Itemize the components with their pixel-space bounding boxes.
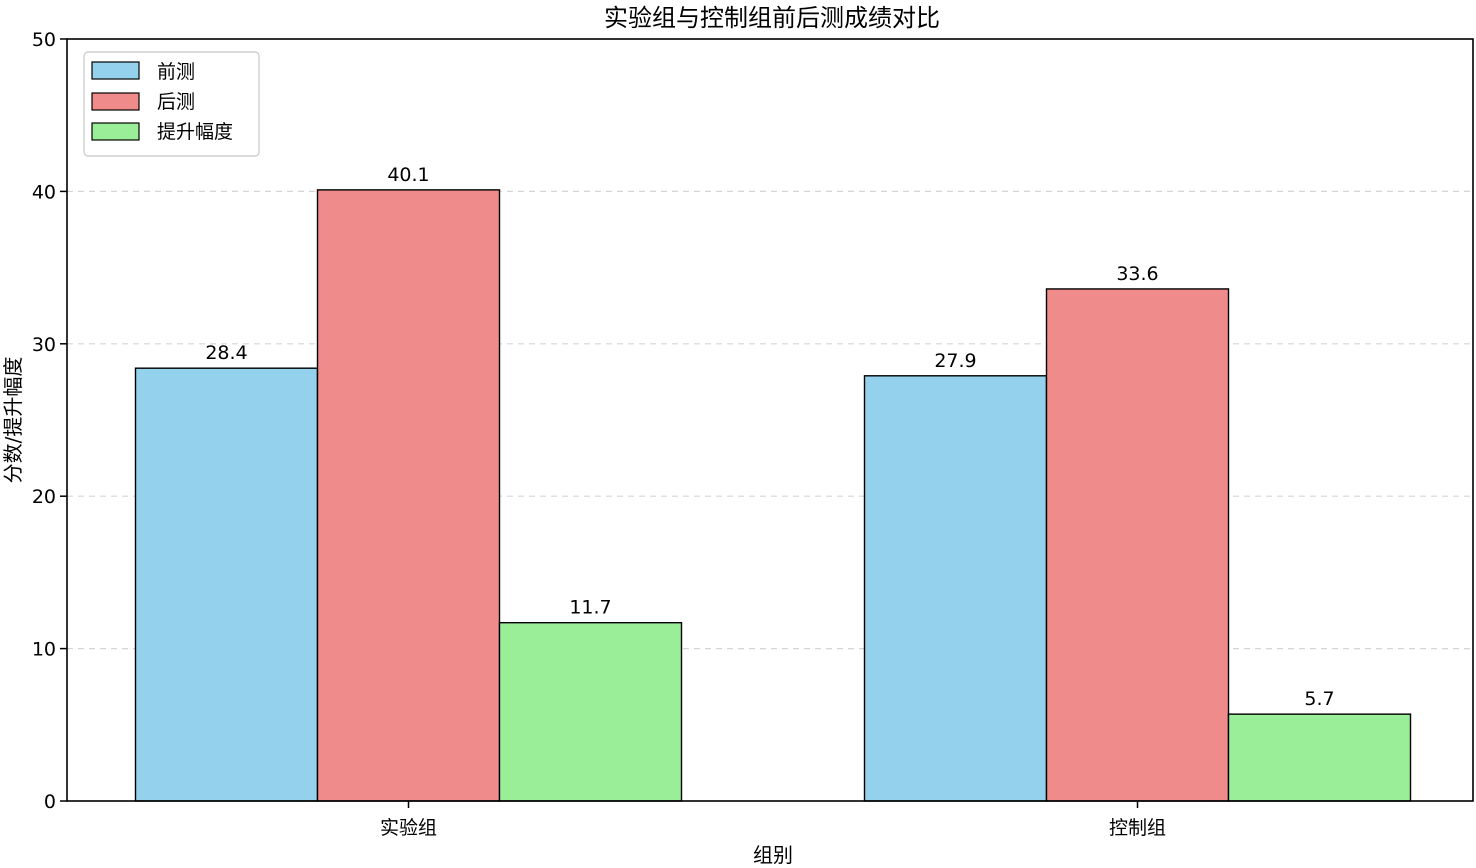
legend-label-posttest: 后测 <box>157 91 195 113</box>
data-labels: 28.4 27.9 40.1 33.6 11.7 5.7 <box>205 164 1334 710</box>
y-axis-label: 分数/提升幅度 <box>1 357 25 484</box>
y-tick-label: 10 <box>32 639 56 661</box>
bar-improvement-experimental <box>498 621 683 802</box>
y-tick-label: 30 <box>32 334 56 356</box>
bar-improvement-control <box>1227 713 1412 802</box>
bar-pretest-experimental <box>134 367 319 802</box>
bars <box>134 189 1412 802</box>
data-label: 28.4 <box>205 342 247 364</box>
y-tick-label: 40 <box>32 181 56 203</box>
legend-swatch-pretest <box>91 61 140 80</box>
chart-title: 实验组与控制组前后测成绩对比 <box>604 4 940 32</box>
x-tick-label: 实验组 <box>380 817 437 839</box>
plot-frame <box>66 38 1474 802</box>
x-tick-label: 控制组 <box>1109 817 1166 839</box>
x-axis-label: 组别 <box>753 843 793 867</box>
legend-label-pretest: 前测 <box>157 61 195 83</box>
x-axis: 实验组 控制组 <box>380 801 1166 839</box>
data-label: 40.1 <box>387 164 429 186</box>
y-tick-label: 50 <box>32 29 56 51</box>
data-label: 27.9 <box>934 350 976 372</box>
y-tick-label: 20 <box>32 486 56 508</box>
legend-swatch-improvement <box>91 122 140 141</box>
legend-label-improvement: 提升幅度 <box>157 121 233 143</box>
legend-swatch-posttest <box>91 92 140 111</box>
legend: 前测 后测 提升幅度 <box>83 51 260 157</box>
data-label: 33.6 <box>1116 263 1158 285</box>
bar-posttest-control <box>1045 288 1230 802</box>
y-tick-label: 0 <box>44 791 56 813</box>
data-label: 11.7 <box>569 597 611 619</box>
bar-posttest-experimental <box>316 189 501 802</box>
bar-pretest-control <box>863 375 1048 802</box>
y-axis: 0 10 20 30 40 50 <box>32 29 67 813</box>
data-label: 5.7 <box>1304 688 1334 710</box>
